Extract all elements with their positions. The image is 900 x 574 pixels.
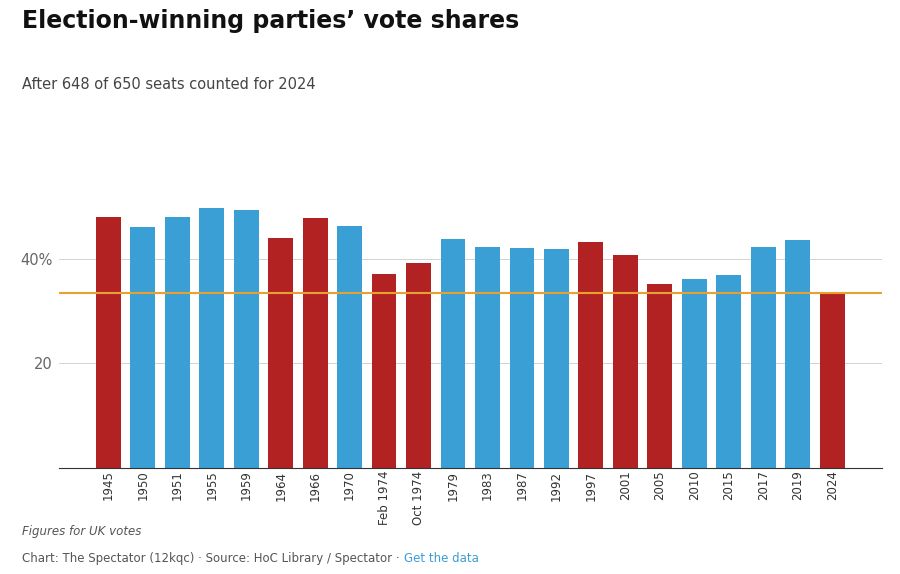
Bar: [302, 218, 328, 468]
Text: After 648 of 650 seats counted for 2024: After 648 of 650 seats counted for 2024: [22, 77, 316, 92]
Bar: [682, 280, 707, 468]
Bar: [165, 218, 190, 468]
Bar: [475, 247, 500, 468]
Text: Figures for UK votes: Figures for UK votes: [22, 525, 142, 538]
Bar: [613, 255, 638, 468]
Bar: [579, 242, 603, 468]
Bar: [268, 238, 293, 468]
Bar: [406, 263, 431, 468]
Text: Chart: The Spectator (12kqc) · Source: HoC Library / Spectator ·: Chart: The Spectator (12kqc) · Source: H…: [22, 552, 404, 565]
Text: Get the data: Get the data: [404, 552, 479, 565]
Bar: [372, 274, 397, 468]
Bar: [441, 239, 465, 468]
Bar: [234, 210, 258, 468]
Text: Election-winning parties’ vote shares: Election-winning parties’ vote shares: [22, 9, 520, 33]
Bar: [716, 276, 742, 468]
Bar: [130, 227, 155, 468]
Bar: [647, 284, 672, 468]
Bar: [338, 226, 362, 468]
Bar: [544, 249, 569, 468]
Bar: [786, 241, 810, 468]
Bar: [96, 218, 121, 468]
Bar: [820, 292, 844, 468]
Bar: [509, 247, 535, 468]
Bar: [751, 247, 776, 468]
Bar: [199, 208, 224, 468]
